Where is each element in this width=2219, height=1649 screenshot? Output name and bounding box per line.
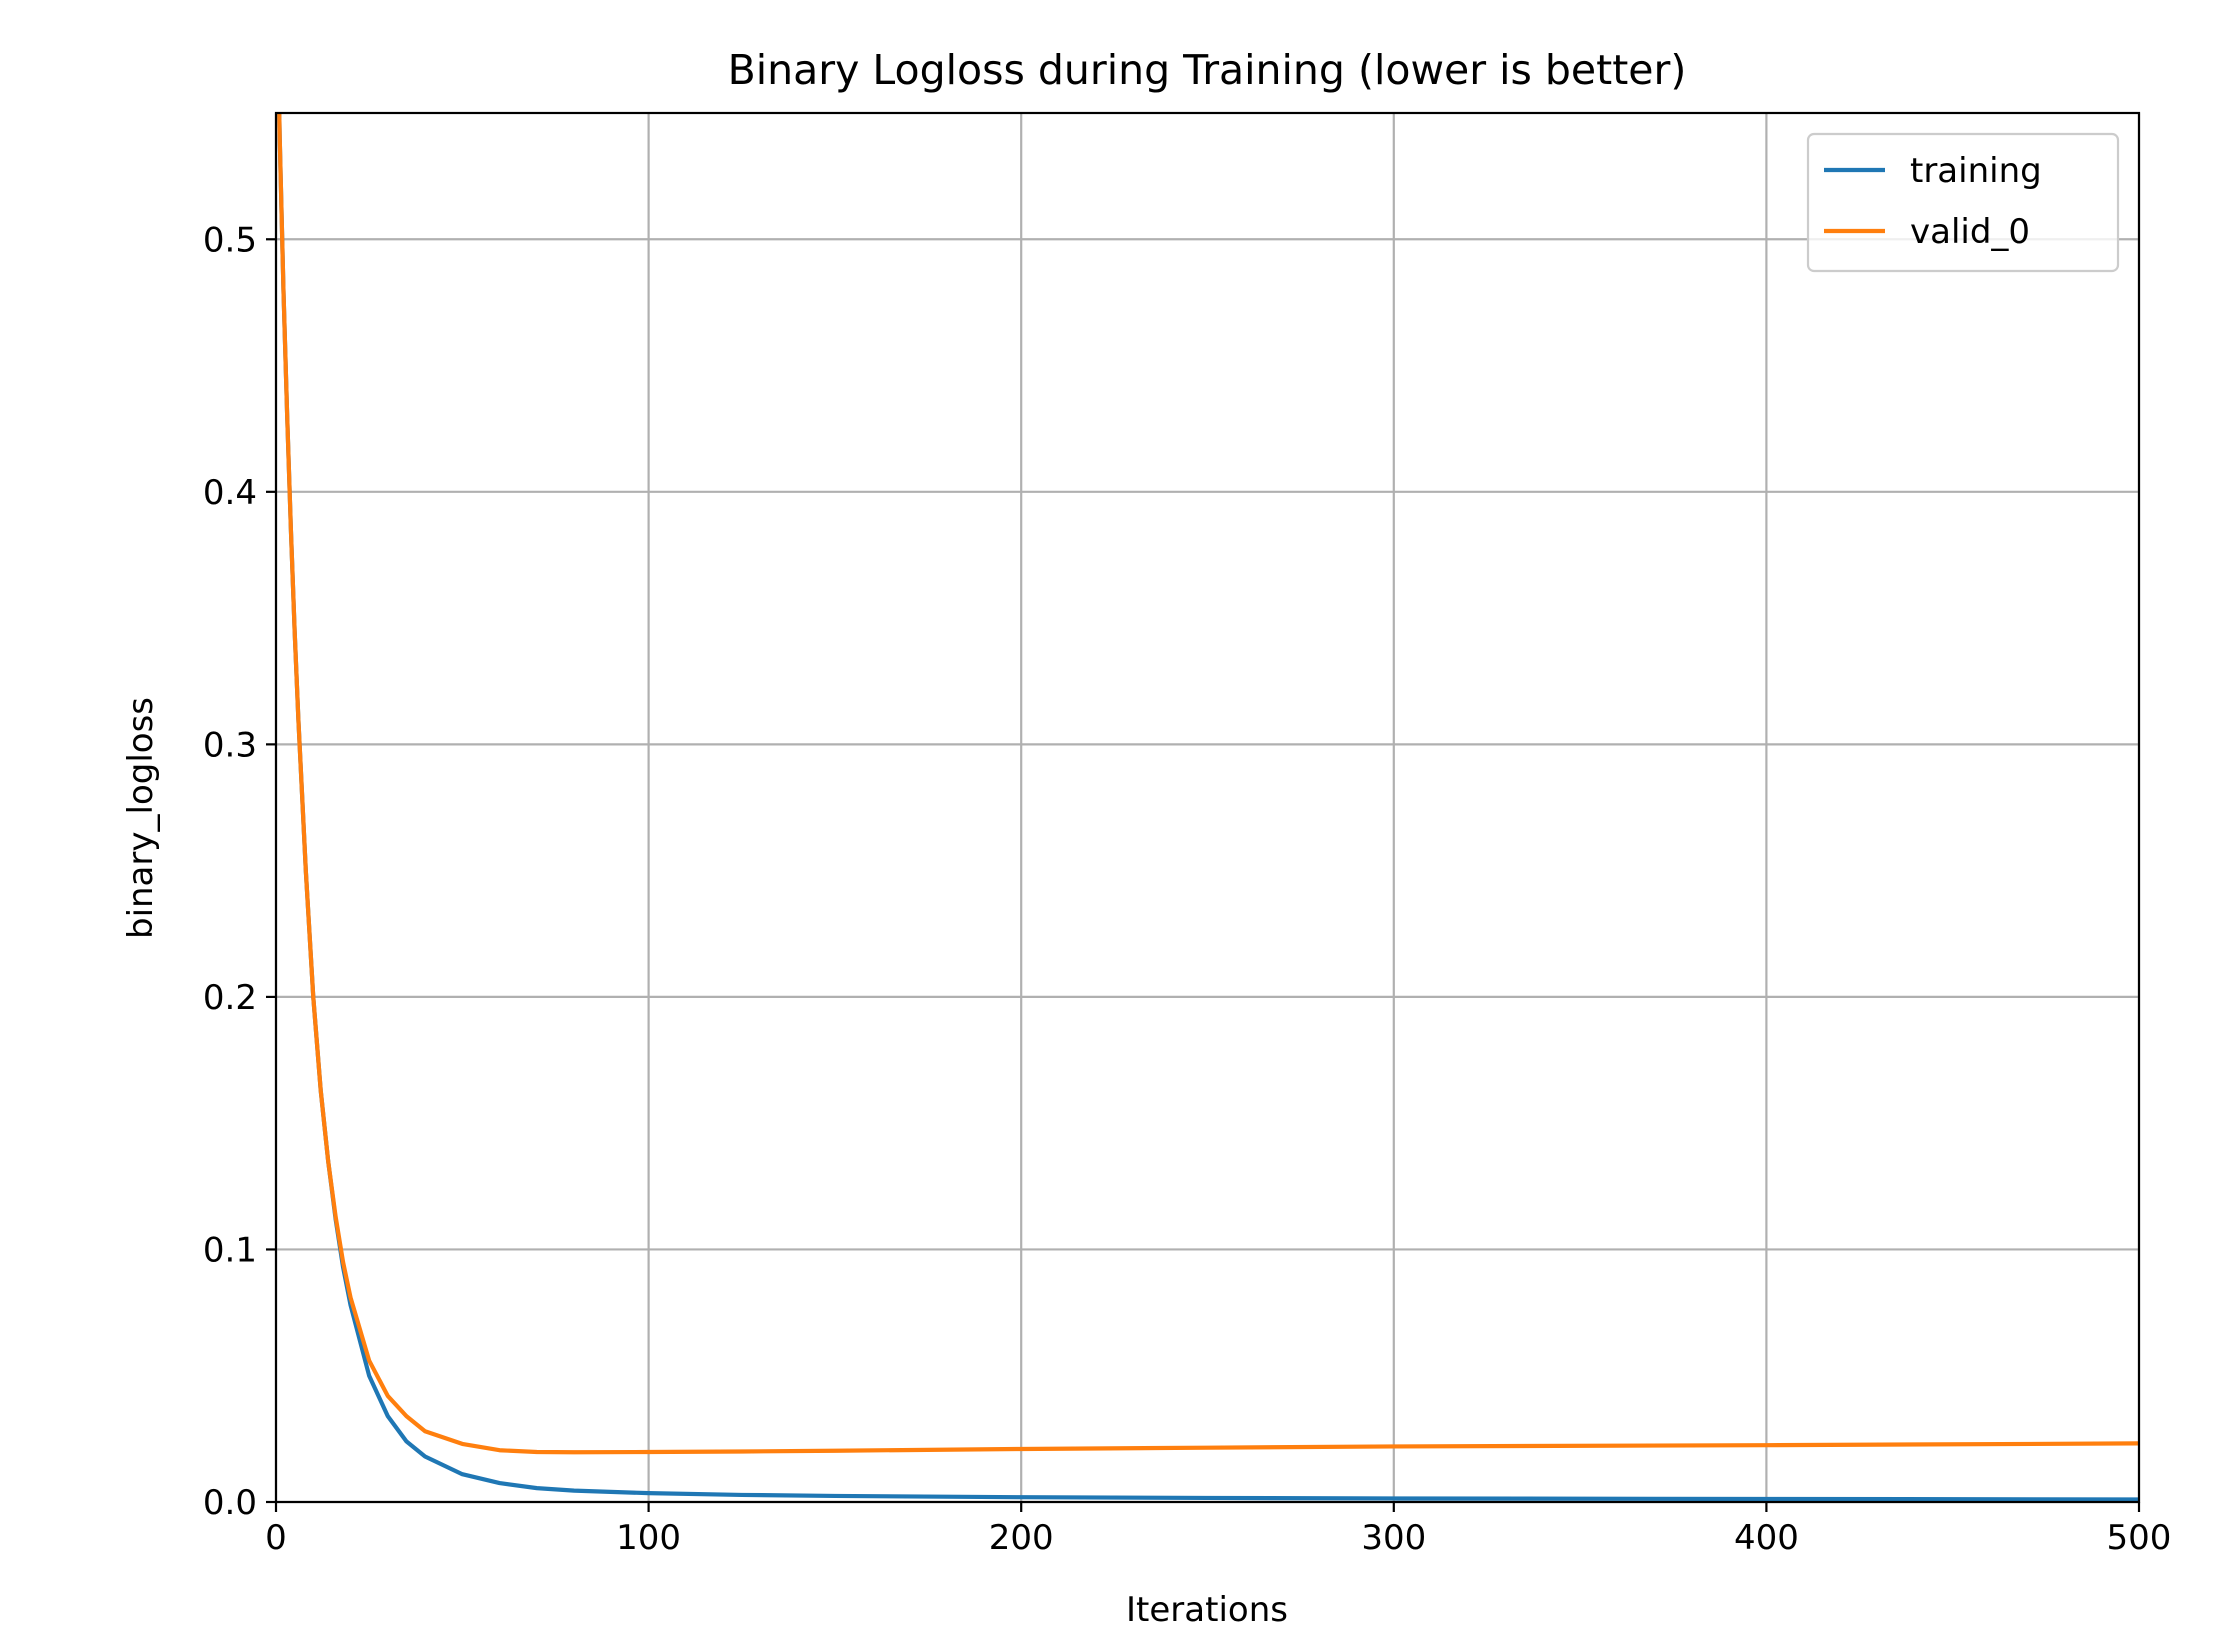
y-tick-label: 0.4 bbox=[203, 473, 257, 513]
legend-box bbox=[1806, 132, 2120, 273]
x-tick-label: 0 bbox=[265, 1518, 287, 1558]
legend-label: training bbox=[1910, 151, 2042, 191]
legend: training valid_0 bbox=[1806, 132, 2120, 273]
x-tick-label: 400 bbox=[1734, 1518, 1799, 1558]
series-lines bbox=[277, 113, 2139, 1502]
y-tick-label: 0.2 bbox=[203, 978, 257, 1018]
x-tick-label: 100 bbox=[616, 1518, 681, 1558]
y-tick-label: 0.0 bbox=[203, 1483, 257, 1523]
x-axis-title: Iterations bbox=[1126, 1590, 1288, 1630]
y-tick-label: 0.5 bbox=[203, 220, 257, 260]
series-line-valid-0 bbox=[277, 113, 2139, 1455]
legend-label: valid_0 bbox=[1910, 212, 2030, 252]
y-axis-title: binary_logloss bbox=[121, 697, 161, 939]
y-tick-label: 0.1 bbox=[203, 1230, 257, 1270]
chart-title: Binary Logloss during Training (lower is… bbox=[728, 46, 1687, 94]
x-tick-label: 200 bbox=[989, 1518, 1054, 1558]
plot-frame bbox=[274, 111, 2141, 1504]
ticks: 0 100 200 300 400 500 0.0 0.1 0.2 0.3 0.4 0.5 bbox=[203, 220, 2172, 1558]
y-tick-label: 0.3 bbox=[203, 725, 257, 765]
grid bbox=[274, 113, 2141, 1504]
x-tick-label: 500 bbox=[2107, 1518, 2172, 1558]
x-tick-label: 300 bbox=[1361, 1518, 1426, 1558]
